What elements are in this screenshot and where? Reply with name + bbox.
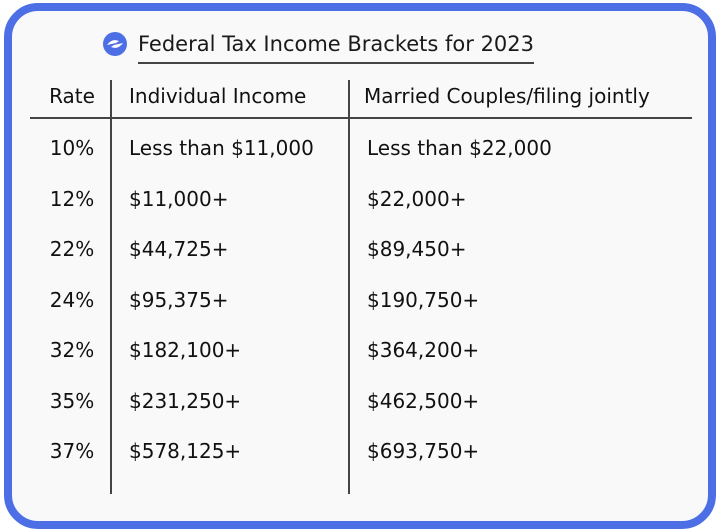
rate-cell: 10% — [49, 136, 95, 160]
individual-income-cell: $44,725+ — [129, 237, 229, 261]
individual-income-cell: $182,100+ — [129, 338, 242, 362]
rate-cell: 12% — [49, 186, 95, 211]
header-married-joint: Married Couples/filing jointly — [364, 84, 650, 108]
column-divider — [348, 80, 350, 494]
column-divider — [110, 80, 112, 494]
rate-cell: 35% — [49, 388, 95, 413]
rate-cell: 24% — [49, 287, 95, 312]
title-block: Federal Tax Income Brackets for 2023 — [102, 24, 535, 64]
header-divider — [30, 117, 692, 119]
married-joint-cell: $364,200+ — [367, 338, 480, 362]
married-joint-cell: $693,750+ — [367, 439, 480, 463]
married-joint-cell: $22,000+ — [367, 186, 467, 211]
header-individual-income: Individual Income — [129, 84, 307, 108]
individual-income-cell: $11,000+ — [129, 186, 229, 211]
married-joint-cell: $462,500+ — [367, 388, 480, 413]
page-title: Federal Tax Income Brackets for 2023 — [138, 32, 535, 64]
married-joint-cell: Less than $22,000 — [367, 136, 552, 160]
rate-cell: 22% — [49, 237, 95, 261]
logo-icon — [103, 32, 127, 56]
rate-cell: 32% — [49, 338, 95, 362]
tax-bracket-card — [4, 3, 716, 529]
rate-cell: 37% — [49, 439, 95, 463]
individual-income-cell: $95,375+ — [129, 287, 229, 312]
individual-income-cell: Less than $11,000 — [129, 136, 314, 160]
married-joint-cell: $190,750+ — [367, 287, 480, 312]
married-joint-cell: $89,450+ — [367, 237, 467, 261]
individual-income-cell: $578,125+ — [129, 439, 242, 463]
header-rate: Rate — [49, 84, 95, 108]
individual-income-cell: $231,250+ — [129, 388, 242, 413]
